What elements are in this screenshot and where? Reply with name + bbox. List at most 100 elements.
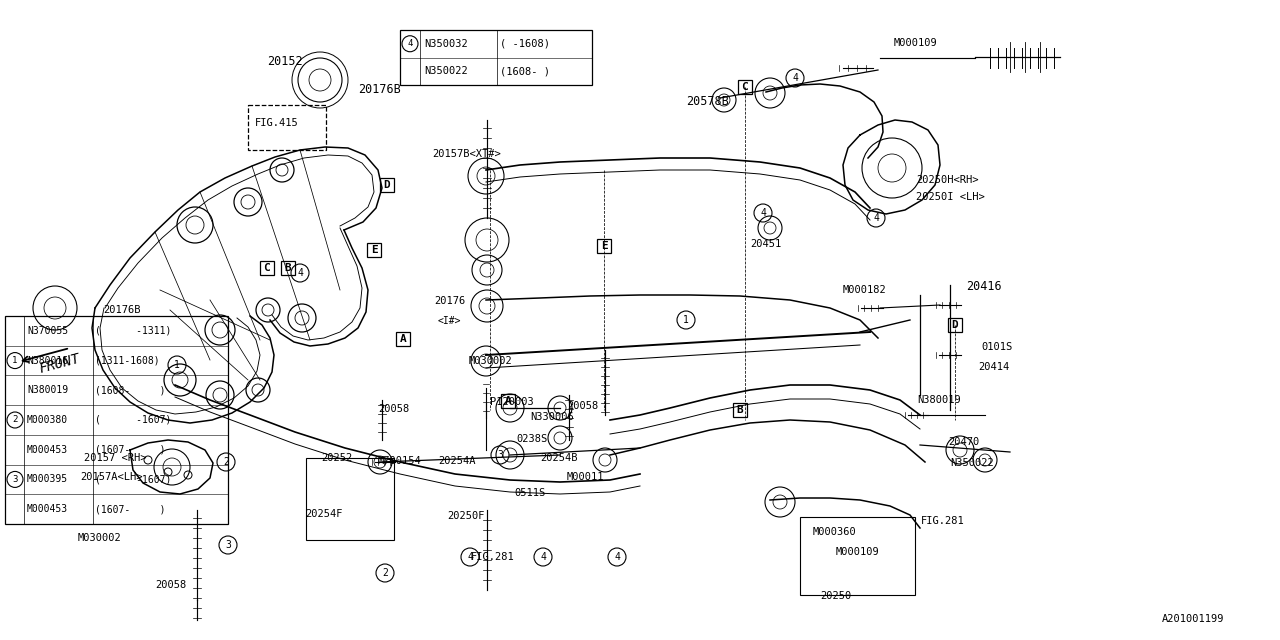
Text: 20250I <LH>: 20250I <LH>: [916, 192, 984, 202]
Text: 3: 3: [497, 450, 503, 460]
Text: N370055: N370055: [27, 326, 68, 336]
Text: M000380: M000380: [27, 415, 68, 425]
Text: 20152: 20152: [268, 55, 302, 68]
Text: 20578B: 20578B: [686, 95, 728, 108]
Text: 4: 4: [297, 268, 303, 278]
Bar: [500, 394, 515, 408]
Text: (      -1607): ( -1607): [95, 415, 172, 425]
Text: N380016: N380016: [27, 356, 68, 365]
Text: 20058: 20058: [378, 404, 410, 414]
Text: 20451: 20451: [750, 239, 781, 249]
Text: 4: 4: [760, 208, 765, 218]
Text: N350032: N350032: [424, 39, 467, 49]
Text: 4: 4: [407, 39, 412, 48]
Bar: [260, 261, 274, 275]
Text: 20250F: 20250F: [447, 511, 485, 521]
Text: 20058: 20058: [567, 401, 598, 411]
Bar: [739, 80, 753, 94]
Text: 1: 1: [684, 315, 689, 325]
Text: M000109: M000109: [893, 38, 938, 48]
Text: 20416: 20416: [966, 280, 1002, 293]
Text: 20176B: 20176B: [102, 305, 141, 315]
Text: C: C: [264, 263, 270, 273]
Text: B: B: [736, 405, 744, 415]
Text: N380019: N380019: [27, 385, 68, 396]
Text: 20176B: 20176B: [358, 83, 401, 96]
Text: N350022: N350022: [424, 67, 467, 76]
Text: 20157A<LH>: 20157A<LH>: [79, 472, 142, 482]
Text: M000360: M000360: [813, 527, 856, 537]
Bar: [733, 403, 748, 417]
Text: 20254F: 20254F: [305, 509, 343, 519]
Text: M000395: M000395: [27, 474, 68, 484]
Text: D: D: [384, 180, 390, 190]
Bar: [948, 318, 963, 332]
Text: 20058: 20058: [155, 580, 187, 590]
Text: M000109: M000109: [836, 547, 879, 557]
Text: 20250H<RH>: 20250H<RH>: [916, 175, 978, 185]
Text: 2: 2: [381, 568, 388, 578]
Text: (      -1311): ( -1311): [95, 326, 172, 336]
Text: (1607-     ): (1607- ): [95, 504, 165, 514]
Text: 4: 4: [873, 213, 879, 223]
Text: 0238S: 0238S: [516, 434, 548, 444]
Text: 2: 2: [13, 415, 18, 424]
Text: 20157 <RH>: 20157 <RH>: [84, 453, 146, 463]
Bar: [396, 332, 410, 346]
Text: (      -1607): ( -1607): [95, 474, 172, 484]
Text: 3: 3: [13, 475, 18, 484]
Text: D: D: [951, 320, 959, 330]
Bar: [5, 316, 228, 524]
Bar: [306, 458, 394, 540]
Text: 20254B: 20254B: [540, 453, 577, 463]
Text: M030002: M030002: [468, 356, 513, 366]
Text: 20157B<XT#>: 20157B<XT#>: [433, 149, 500, 159]
Bar: [596, 239, 611, 253]
Text: FIG.281: FIG.281: [471, 552, 515, 562]
Text: A: A: [399, 334, 406, 344]
Text: <I#>: <I#>: [438, 316, 462, 326]
Text: N380019: N380019: [916, 395, 961, 405]
Text: 20254A: 20254A: [438, 456, 475, 466]
Bar: [800, 517, 915, 595]
Text: (1311-1608): (1311-1608): [95, 356, 160, 365]
Text: E: E: [371, 245, 378, 255]
Bar: [367, 243, 381, 257]
Text: B: B: [284, 263, 292, 273]
Text: (1607-     ): (1607- ): [95, 445, 165, 454]
Text: FRONT: FRONT: [38, 352, 82, 376]
Text: FIG.281: FIG.281: [922, 516, 965, 526]
Text: M700154: M700154: [378, 456, 421, 466]
Bar: [248, 105, 326, 150]
Bar: [380, 178, 394, 192]
Text: FIG.415: FIG.415: [255, 118, 298, 128]
Text: 4: 4: [792, 73, 797, 83]
Text: 4: 4: [540, 552, 547, 562]
Text: ( -1608): ( -1608): [500, 39, 550, 49]
Text: (1608-     ): (1608- ): [95, 385, 165, 396]
Text: 20470: 20470: [948, 437, 979, 447]
Text: 3: 3: [225, 540, 230, 550]
Text: M000453: M000453: [27, 504, 68, 514]
Text: 4: 4: [614, 552, 620, 562]
Text: 20176: 20176: [434, 296, 465, 306]
Text: N330006: N330006: [530, 412, 573, 422]
Text: 2: 2: [223, 457, 229, 467]
Text: C: C: [741, 82, 749, 92]
Text: (1608- ): (1608- ): [500, 67, 550, 76]
Text: 1: 1: [13, 356, 18, 365]
Text: M000182: M000182: [844, 285, 887, 295]
Text: 1: 1: [174, 360, 180, 370]
Text: E: E: [600, 241, 608, 251]
Text: M00011: M00011: [567, 472, 604, 482]
Text: P120003: P120003: [490, 397, 534, 407]
Bar: [399, 30, 591, 85]
Text: A: A: [504, 396, 512, 406]
Text: A201001199: A201001199: [1162, 614, 1225, 624]
Text: 0101S: 0101S: [980, 342, 1012, 352]
Text: 20252: 20252: [321, 453, 352, 463]
Text: N350022: N350022: [950, 458, 993, 468]
Text: 20414: 20414: [978, 362, 1009, 372]
Bar: [282, 261, 294, 275]
Text: M030002: M030002: [78, 533, 122, 543]
